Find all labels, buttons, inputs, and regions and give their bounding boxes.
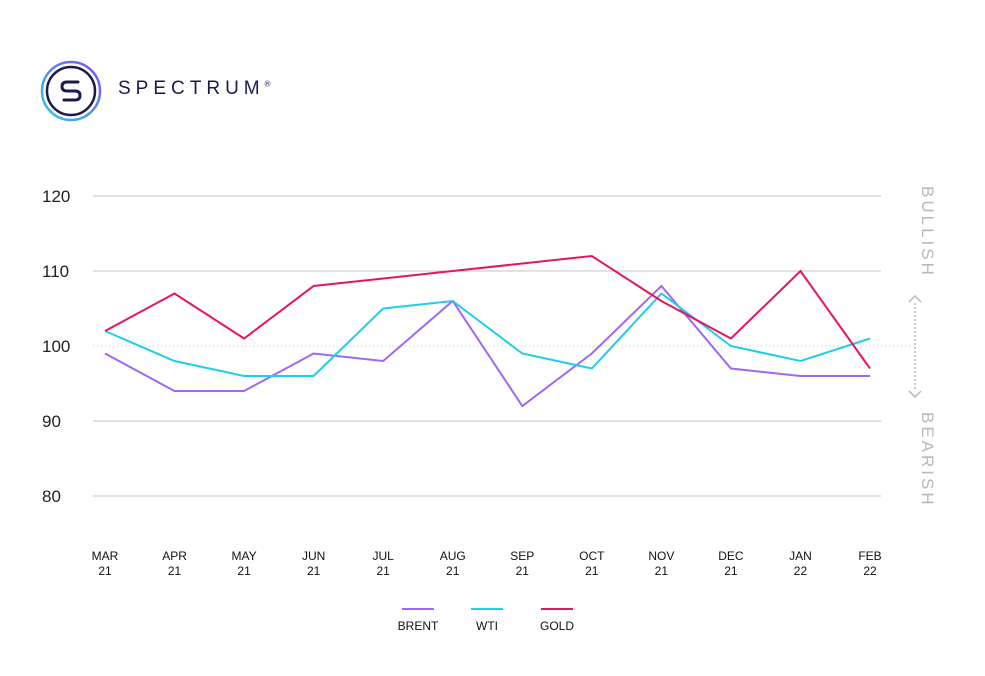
bullish-label: BULLISH <box>918 186 937 278</box>
x-tick-label: 22 <box>863 564 877 578</box>
y-tick-label: 110 <box>42 262 69 281</box>
series-line-gold <box>104 254 871 370</box>
x-tick-label: SEP <box>510 549 534 563</box>
x-tick-label: OCT <box>579 549 605 563</box>
legend-label-brent: BRENT <box>398 619 439 633</box>
x-tick-label: MAY <box>232 549 257 563</box>
x-tick-label: NOV <box>648 549 674 563</box>
brand-name: SPECTRUM® <box>118 78 271 100</box>
x-tick-label: APR <box>162 549 187 563</box>
x-tick-label: JAN <box>789 549 812 563</box>
x-tick-label: FEB <box>858 549 881 563</box>
y-tick-label: 100 <box>42 337 70 356</box>
x-tick-label: 21 <box>237 564 251 578</box>
bearish-label: BEARISH <box>918 412 937 508</box>
x-tick-label: JUN <box>302 549 325 563</box>
x-tick-label: AUG <box>440 549 466 563</box>
x-tick-label: 21 <box>446 564 460 578</box>
brand-name-text: SPECTRUM <box>118 78 265 99</box>
y-axis-ticks: 80 90 100 110 120 <box>42 187 70 506</box>
bullish-arrow-icon <box>908 294 922 303</box>
x-tick-label: JUL <box>373 549 395 563</box>
x-tick-label: DEC <box>718 549 744 563</box>
grid-lines <box>93 195 916 497</box>
series-lines <box>104 254 871 408</box>
x-tick-label: 21 <box>516 564 530 578</box>
legend-label-wti: WTI <box>476 619 498 633</box>
x-tick-label: 21 <box>377 564 391 578</box>
x-tick-label: 21 <box>98 564 112 578</box>
x-tick-label: 21 <box>307 564 321 578</box>
legend: BRENT WTI GOLD <box>398 608 574 633</box>
series-line-wti <box>104 292 871 377</box>
bearish-arrow-icon <box>908 390 922 399</box>
x-tick-label: MAR <box>92 549 119 563</box>
logo-s-mark <box>60 80 82 102</box>
legend-label-gold: GOLD <box>540 619 574 633</box>
spectrum-logo <box>40 60 102 122</box>
x-tick-label: 21 <box>585 564 599 578</box>
logo-ring-outer <box>40 60 102 122</box>
sentiment-indicator: BULLISH BEARISH <box>908 186 937 508</box>
x-tick-label: 21 <box>655 564 669 578</box>
x-tick-label: 22 <box>794 564 808 578</box>
y-tick-label: 120 <box>42 187 70 206</box>
brand-reg-mark: ® <box>264 79 271 89</box>
series-line-brent <box>104 284 870 408</box>
x-axis-ticks: MAR21APR21MAY21JUN21JUL21AUG21SEP21OCT21… <box>92 549 882 578</box>
y-tick-label: 90 <box>42 412 61 431</box>
x-tick-label: 21 <box>168 564 182 578</box>
x-tick-label: 21 <box>724 564 738 578</box>
y-tick-label: 80 <box>42 487 61 506</box>
